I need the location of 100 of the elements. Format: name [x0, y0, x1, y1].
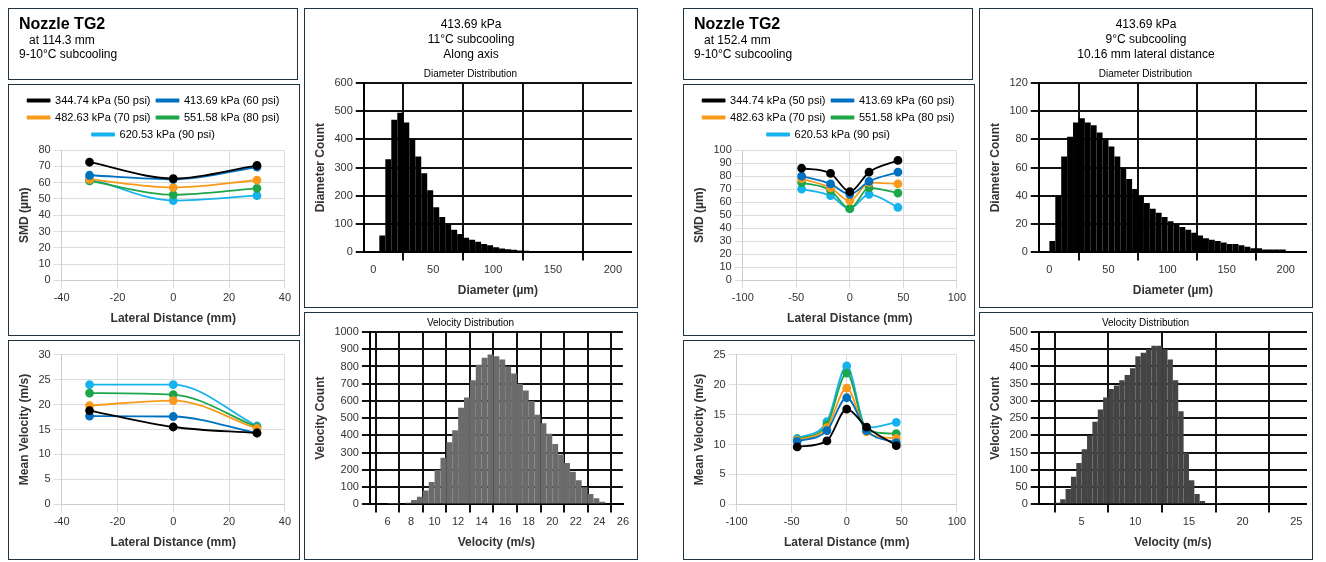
- y-tick-label: 350: [1009, 376, 1028, 389]
- y-axis-title: Diameter Count: [987, 123, 1002, 213]
- text: 9-10°C subcooling: [694, 47, 794, 61]
- x-tick-label: -50: [783, 515, 800, 528]
- x-tick-label: 100: [947, 291, 966, 304]
- text: 10.16 mm lateral distance: [1076, 47, 1216, 62]
- y-tick-label: 30: [38, 347, 51, 360]
- x-tick-label: 22: [569, 515, 582, 528]
- x-tick-label: -40: [53, 291, 70, 304]
- x-tick-label: 0: [170, 515, 177, 528]
- x-tick-label: 100: [483, 263, 503, 276]
- x-tick-label: 0: [843, 515, 850, 528]
- y-tick-label: 10: [713, 437, 726, 450]
- y-tick-label: 400: [1009, 359, 1028, 372]
- y-tick-label: 100: [713, 143, 732, 156]
- y-axis-title: Mean Velocity (m/s): [16, 373, 31, 486]
- y-tick-label: 1000: [334, 325, 359, 338]
- text: Nozzle TG2: [694, 15, 782, 33]
- y-axis-title: Velocity Count: [987, 376, 1002, 460]
- x-tick-label: 0: [170, 291, 177, 304]
- y-tick-label: 900: [340, 342, 359, 355]
- x-tick-label: 20: [1236, 515, 1249, 528]
- y-tick-label: 70: [719, 182, 732, 195]
- y-tick-label: 500: [334, 104, 353, 117]
- y-axis-title: SMD (µm): [691, 187, 706, 243]
- y-tick-label: 150: [1009, 445, 1028, 458]
- x-tick-label: 100: [947, 515, 966, 528]
- x-tick-label: 40: [278, 291, 292, 304]
- y-tick-label: 15: [713, 407, 726, 420]
- x-tick-label: 14: [475, 515, 488, 528]
- y-tick-label: 200: [1009, 428, 1028, 441]
- text: 9°C subcooling: [1104, 32, 1188, 47]
- x-axis-title: Velocity (m/s): [1134, 535, 1212, 550]
- y-tick-label: 90: [719, 156, 732, 169]
- x-tick-label: 40: [278, 515, 292, 528]
- x-tick-label: 6: [384, 515, 391, 528]
- y-tick-label: 50: [719, 208, 732, 221]
- y-tick-label: 70: [38, 159, 51, 172]
- y-tick-label: 100: [334, 217, 353, 230]
- text: 413.69 kPa: [439, 17, 503, 32]
- text: at 114.3 mm: [29, 33, 96, 47]
- y-tick-label: 800: [340, 359, 359, 372]
- y-tick-label: 0: [725, 273, 732, 286]
- legend-label: 482.63 kPa (70 psi): [55, 110, 151, 123]
- y-tick-label: 450: [1009, 342, 1028, 355]
- y-tick-label: 40: [1015, 188, 1028, 201]
- x-tick-label: 50: [897, 291, 910, 304]
- y-tick-label: 80: [1015, 132, 1028, 145]
- y-tick-label: 300: [1009, 393, 1028, 406]
- legend-label: 551.58 kPa (80 psi): [184, 110, 280, 123]
- y-axis-title: Mean Velocity (m/s): [691, 373, 706, 486]
- y-tick-label: 30: [719, 234, 732, 247]
- y-axis-title: SMD (µm): [16, 187, 31, 243]
- x-tick-label: 0: [1046, 263, 1053, 276]
- y-tick-label: 5: [719, 467, 726, 480]
- text: Nozzle TG2: [19, 15, 107, 33]
- x-tick-label: 5: [1078, 515, 1085, 528]
- y-tick-label: 25: [38, 372, 51, 385]
- x-tick-label: -40: [53, 515, 70, 528]
- y-tick-label: 40: [38, 208, 51, 221]
- x-tick-label: 200: [1276, 263, 1295, 276]
- x-tick-label: 8: [408, 515, 415, 528]
- y-tick-label: 50: [1015, 480, 1028, 493]
- legend-label: 482.63 kPa (70 psi): [730, 110, 826, 123]
- x-tick-label: -100: [731, 291, 754, 304]
- y-tick-label: 30: [38, 224, 51, 237]
- text: 413.69 kPa: [1114, 17, 1178, 32]
- y-tick-label: 400: [334, 132, 353, 145]
- text: Along axis: [442, 47, 500, 62]
- y-tick-label: 300: [334, 160, 353, 173]
- y-axis-title: Velocity Count: [312, 376, 327, 460]
- x-tick-label: 50: [895, 515, 908, 528]
- x-tick-label: 26: [616, 515, 630, 528]
- y-tick-label: 20: [713, 377, 726, 390]
- chart-title: Diameter Distribution: [1098, 67, 1193, 79]
- legend-label: 344.74 kPa (50 psi): [55, 93, 151, 106]
- y-tick-label: 80: [719, 169, 732, 182]
- y-tick-label: 300: [340, 445, 359, 458]
- y-tick-label: 200: [334, 188, 353, 201]
- x-axis-title: Lateral Distance (mm): [784, 535, 910, 550]
- x-tick-label: 10: [1129, 515, 1142, 528]
- y-tick-label: 700: [340, 376, 359, 389]
- y-tick-label: 400: [340, 428, 359, 441]
- y-tick-label: 0: [352, 497, 359, 510]
- y-tick-label: 0: [1021, 245, 1028, 258]
- y-tick-label: 20: [38, 397, 51, 410]
- chart-title: Velocity Distribution: [426, 316, 515, 328]
- legend-label: 620.53 kPa (90 psi): [794, 127, 890, 140]
- x-tick-label: -20: [109, 291, 126, 304]
- y-tick-label: 120: [1009, 76, 1028, 89]
- chart-title: Diameter Distribution: [423, 67, 518, 79]
- y-tick-label: 500: [1009, 325, 1028, 338]
- y-tick-label: 500: [340, 411, 359, 424]
- y-tick-label: 600: [334, 76, 353, 89]
- y-tick-label: 100: [1009, 462, 1028, 475]
- x-tick-label: 20: [222, 291, 236, 304]
- y-tick-label: 5: [44, 472, 51, 485]
- y-tick-label: 0: [346, 245, 353, 258]
- text: 9-10°C subcooling: [19, 47, 119, 61]
- y-tick-label: 0: [44, 497, 51, 510]
